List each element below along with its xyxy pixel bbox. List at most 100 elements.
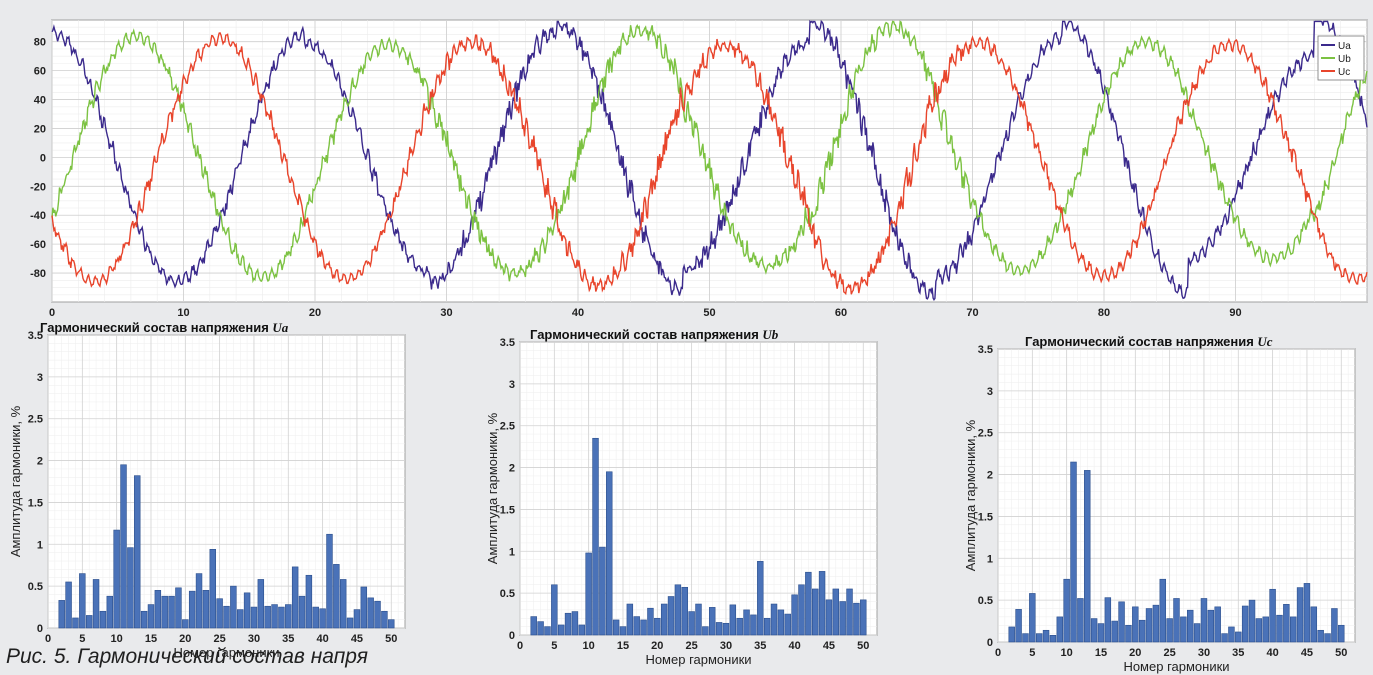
x-tick-label: 30 <box>1198 647 1210 659</box>
bar-harmonic-37 <box>770 603 778 636</box>
bar-harmonic-7 <box>92 579 100 629</box>
bar-harmonic-8 <box>1049 635 1057 643</box>
bar-harmonic-13 <box>606 471 613 636</box>
bar-harmonic-5 <box>1029 593 1036 643</box>
bar-harmonic-27 <box>1180 616 1187 643</box>
x-tick-label: 20 <box>1129 647 1141 659</box>
bar-harmonic-32 <box>1214 606 1221 643</box>
y-tick-label: -60 <box>30 239 46 251</box>
bar-harmonic-5 <box>79 573 86 629</box>
bar-harmonic-46 <box>1310 606 1318 643</box>
x-tick-label: 20 <box>179 633 191 645</box>
bar-harmonic-32 <box>264 605 271 629</box>
bar-harmonic-35 <box>757 561 764 636</box>
harmonics-chart-ub: 0 5 10 15 20 25 30 35 40 45 50 0 0.5 1 1.5 2 2.5 3 3.5 Гарм… <box>485 327 878 667</box>
chart-title: Гармонический состав напряжения Ub <box>530 327 779 342</box>
bar-harmonic-44 <box>1296 587 1304 643</box>
y-tick-label: 0.5 <box>28 581 43 593</box>
bar-harmonic-45 <box>1303 583 1311 643</box>
y-tick-label: 0 <box>40 152 46 164</box>
chart-title-variable: Uc <box>1257 334 1272 349</box>
bar-harmonic-10 <box>113 529 120 629</box>
legend-label-ub: Ub <box>1338 54 1351 65</box>
y-tick-label: 1.5 <box>28 497 43 509</box>
bar-harmonic-7 <box>564 612 572 636</box>
bar-harmonic-31 <box>729 604 737 636</box>
series-line-ub <box>51 20 1368 284</box>
bar-harmonic-17 <box>161 595 168 629</box>
bar-harmonic-5 <box>551 584 558 636</box>
bar-harmonic-19 <box>175 587 182 629</box>
bar-harmonic-43 <box>811 588 819 636</box>
bar-harmonic-49 <box>853 602 860 636</box>
bar-harmonic-25 <box>1166 618 1173 643</box>
chart-title-text: Гармонический состав напряжения <box>40 320 272 335</box>
x-tick-label: 50 <box>703 307 715 319</box>
x-tick-label: 25 <box>1164 647 1176 659</box>
bar-harmonic-25 <box>688 611 695 636</box>
bar-harmonic-41 <box>1276 614 1283 643</box>
bar-harmonic-36 <box>763 617 771 636</box>
y-tick-label: 0.5 <box>978 595 993 607</box>
bar-harmonic-27 <box>230 585 237 629</box>
bar-harmonic-37 <box>298 595 306 629</box>
y-tick-label: 2.5 <box>500 421 515 433</box>
bar-harmonic-50 <box>860 599 867 636</box>
bar-harmonic-14 <box>612 619 620 636</box>
bar-harmonic-17 <box>633 616 640 636</box>
bar-harmonic-16 <box>154 590 162 629</box>
harmonics-chart-ua: 0 5 10 15 20 25 30 35 40 45 50 0 0.5 1 1.5 2 2.5 3 3.5Гарм… <box>8 320 406 660</box>
y-tick-label: 0 <box>37 623 43 635</box>
bar-harmonic-44 <box>346 617 354 629</box>
bar-harmonic-3 <box>537 621 544 636</box>
bar-harmonic-15 <box>1097 623 1105 643</box>
bar-harmonic-33 <box>743 609 750 636</box>
y-tick-label: 1.5 <box>978 511 993 523</box>
x-tick-label: 10 <box>1061 647 1073 659</box>
y-tick-label: 2 <box>987 470 993 482</box>
bar-harmonic-48 <box>846 588 853 636</box>
y-tick-label: 2 <box>509 463 515 475</box>
x-tick-label: 0 <box>49 307 55 319</box>
bar-harmonic-4 <box>72 617 79 629</box>
x-tick-label: 25 <box>686 640 698 652</box>
bar-harmonic-23 <box>202 590 210 629</box>
x-tick-label: 35 <box>282 633 294 645</box>
bar-harmonic-47 <box>367 597 374 629</box>
x-tick-label: 20 <box>651 640 663 652</box>
y-axis-label: Амплитуда гармоники, % <box>8 405 23 557</box>
y-tick-label: 3 <box>987 386 993 398</box>
bar-harmonic-35 <box>285 604 292 629</box>
bar-harmonic-24 <box>209 549 216 629</box>
bar-harmonic-40 <box>1269 588 1276 643</box>
bar-harmonic-41 <box>798 584 805 636</box>
y-axis-label: Амплитуда гармоники, % <box>485 412 500 564</box>
bar-harmonic-28 <box>709 607 716 636</box>
x-axis-label: Номер гармоники <box>1123 659 1229 674</box>
y-tick-label: 3 <box>509 379 515 391</box>
x-tick-label: 30 <box>440 307 452 319</box>
bar-harmonic-50 <box>1338 624 1345 643</box>
y-axis-label: Амплитуда гармоники, % <box>963 419 978 571</box>
x-tick-label: 10 <box>177 307 189 319</box>
voltage-waveform-chart: 0 10 20 30 40 50 60 70 80 90 80 60 40 20 0 -20 -40 -60 -80… <box>30 19 1368 319</box>
bar-harmonic-33 <box>271 604 278 629</box>
bar-harmonic-18 <box>640 619 647 636</box>
bar-harmonic-26 <box>695 603 702 636</box>
bar-harmonic-49 <box>381 610 388 629</box>
x-tick-label: 30 <box>248 633 260 645</box>
x-tick-label: 5 <box>79 633 85 645</box>
bar-harmonic-20 <box>654 617 661 636</box>
bar-harmonic-16 <box>626 603 634 636</box>
x-tick-label: 0 <box>45 633 51 645</box>
y-tick-label: 2.5 <box>28 414 43 426</box>
bar-harmonic-22 <box>667 596 675 636</box>
y-tick-label: -40 <box>30 210 46 222</box>
bar-harmonic-4 <box>1022 633 1029 643</box>
bar-harmonic-19 <box>1125 624 1132 643</box>
bar-harmonic-22 <box>1145 608 1153 643</box>
bar-harmonic-21 <box>660 603 668 636</box>
bar-harmonic-34 <box>1228 626 1235 643</box>
bar-harmonic-37 <box>1248 599 1256 643</box>
